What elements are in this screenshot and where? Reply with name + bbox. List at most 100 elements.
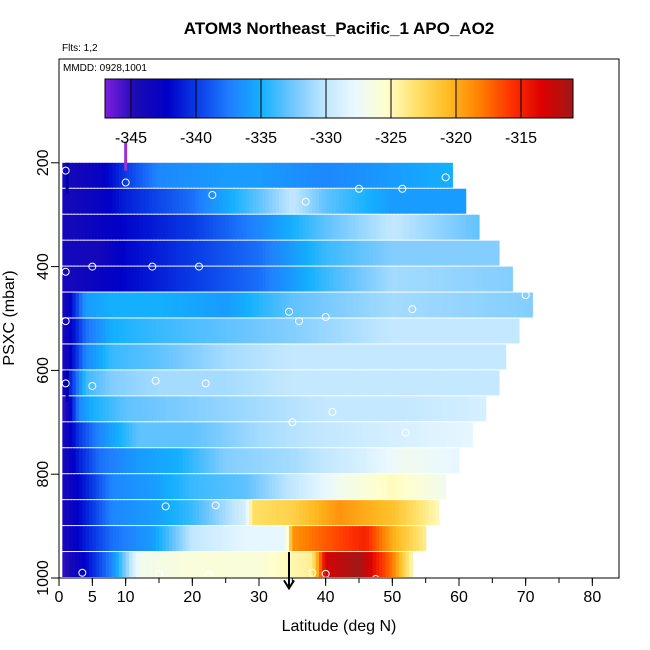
colorbar-swatch xyxy=(569,79,572,118)
heatmap-cell xyxy=(392,552,397,577)
heatmap-cell xyxy=(89,448,93,474)
heatmap-cell xyxy=(365,448,370,474)
heatmap-cell xyxy=(152,162,157,188)
heatmap-cell xyxy=(179,214,183,240)
colorbar-swatch xyxy=(245,79,248,118)
heatmap-cell xyxy=(455,240,460,266)
heatmap-cell xyxy=(352,344,357,370)
colorbar-swatch xyxy=(507,79,510,118)
heatmap-cell xyxy=(375,292,380,318)
heatmap-cell xyxy=(319,266,323,292)
heatmap-cell xyxy=(422,370,427,396)
heatmap-cell xyxy=(222,370,227,396)
heatmap-cell xyxy=(362,214,367,240)
heatmap-cell xyxy=(169,500,173,526)
heatmap-cell xyxy=(315,526,320,552)
heatmap-cell xyxy=(159,344,163,370)
heatmap-cell xyxy=(199,318,203,344)
heatmap-cell xyxy=(269,552,273,577)
heatmap-cell xyxy=(395,448,400,474)
heatmap-cell xyxy=(369,448,373,474)
colorbar-swatch xyxy=(561,79,564,118)
colorbar-swatch xyxy=(263,79,266,118)
heatmap-cell xyxy=(249,318,253,344)
heatmap-cell xyxy=(382,344,387,370)
heatmap-cell xyxy=(112,474,117,500)
heatmap-cell xyxy=(232,396,237,422)
heatmap-cell xyxy=(89,292,93,318)
heatmap-cell xyxy=(355,526,360,552)
heatmap-cell xyxy=(202,162,207,188)
colorbar-swatch xyxy=(111,79,114,118)
heatmap-cell xyxy=(465,292,470,318)
colorbar-swatch xyxy=(135,79,138,118)
colorbar-swatch xyxy=(153,79,156,118)
heatmap-cell xyxy=(209,266,213,292)
heatmap-cell xyxy=(95,526,100,552)
heatmap-cell xyxy=(149,344,153,370)
heatmap-cell xyxy=(312,188,317,214)
heatmap-cell xyxy=(329,162,333,188)
heatmap-cell xyxy=(152,214,157,240)
heatmap-cell xyxy=(125,500,130,526)
heatmap-cell xyxy=(229,188,233,214)
heatmap-cell xyxy=(112,240,117,266)
heatmap-cell xyxy=(125,188,130,214)
heatmap-cell xyxy=(222,214,227,240)
heatmap-cell xyxy=(375,552,380,577)
heatmap-cell xyxy=(132,214,137,240)
colorbar-swatch xyxy=(279,79,282,118)
heatmap-cell xyxy=(432,370,437,396)
heatmap-cell xyxy=(205,162,210,188)
heatmap-cell xyxy=(212,526,217,552)
heatmap-cell xyxy=(419,266,423,292)
heatmap-cell xyxy=(375,500,380,526)
heatmap-cell xyxy=(399,526,403,552)
heatmap-cell xyxy=(112,526,117,552)
heatmap-cell xyxy=(159,500,163,526)
heatmap-cell xyxy=(259,162,263,188)
heatmap-cell xyxy=(379,552,383,577)
heatmap-cell xyxy=(222,188,227,214)
heatmap-cell xyxy=(439,474,443,500)
heatmap-cell xyxy=(152,240,157,266)
heatmap-cell xyxy=(335,344,340,370)
heatmap-cell xyxy=(115,526,120,552)
heatmap-cell xyxy=(75,552,80,577)
heatmap-cell xyxy=(249,370,253,396)
heatmap-cell xyxy=(272,318,277,344)
heatmap-cell xyxy=(79,318,83,344)
heatmap-cell xyxy=(99,162,103,188)
heatmap-cell xyxy=(239,240,243,266)
heatmap-cell xyxy=(299,344,303,370)
heatmap-cell xyxy=(385,396,390,422)
heatmap-cell xyxy=(182,474,187,500)
heatmap-cell xyxy=(245,292,250,318)
heatmap-cell xyxy=(352,240,357,266)
heatmap-cell xyxy=(299,474,303,500)
heatmap-cell xyxy=(159,448,163,474)
colorbar-swatch xyxy=(499,79,502,118)
heatmap-cell xyxy=(295,552,300,577)
heatmap-cell xyxy=(392,214,397,240)
heatmap-cell xyxy=(212,500,217,526)
heatmap-cell xyxy=(315,500,320,526)
heatmap-cell xyxy=(475,370,480,396)
heatmap-cell xyxy=(219,474,223,500)
heatmap-cell xyxy=(442,396,447,422)
colorbar-swatch xyxy=(235,79,238,118)
heatmap-cell xyxy=(259,396,263,422)
heatmap-cell xyxy=(72,240,77,266)
heatmap-cell xyxy=(245,162,250,188)
heatmap-cell xyxy=(272,266,277,292)
heatmap-cell xyxy=(359,214,363,240)
heatmap-cell xyxy=(455,370,460,396)
heatmap-cell xyxy=(342,448,347,474)
heatmap-cell xyxy=(312,500,317,526)
heatmap-cell xyxy=(369,500,373,526)
heatmap-cell xyxy=(449,370,453,396)
heatmap-cell xyxy=(492,344,497,370)
heatmap-cell xyxy=(262,500,267,526)
heatmap-cell xyxy=(339,500,343,526)
heatmap-cell xyxy=(162,396,167,422)
